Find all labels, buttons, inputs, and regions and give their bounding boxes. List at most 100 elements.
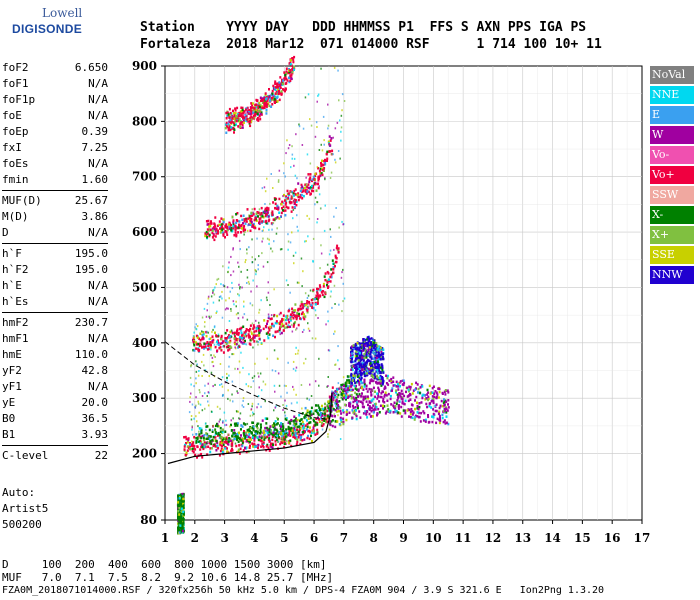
echo-point [314,172,317,176]
echo-point [363,363,366,367]
echo-point [262,237,264,240]
echo-point [351,355,354,359]
echo-point [216,441,219,445]
param-value: N/A [88,226,108,239]
echo-point [319,207,322,210]
echo-point [274,80,277,83]
echo-point [292,58,295,62]
echo-point [210,222,213,225]
echo-point [334,402,337,405]
echo-point [248,440,251,444]
echo-point [251,421,254,424]
echo-point [228,374,230,377]
echo-point [372,408,375,412]
echo-point [248,246,250,249]
echo-point [204,445,207,449]
echo-point [355,370,358,373]
x-tick-label: 15 [574,531,591,545]
echo-point [360,379,362,383]
echo-point [373,372,376,375]
echo-point [266,97,269,101]
echo-point [208,343,210,345]
echo-point [350,388,353,391]
echo-point [340,418,343,422]
echo-point [255,445,258,448]
echo-point [243,313,246,316]
echo-point [360,381,363,385]
echo-point [180,510,183,513]
echo-point [425,402,428,406]
echo-point [294,193,297,196]
echo-point [237,231,240,234]
echo-point [293,419,296,422]
echo-point [246,248,248,251]
echo-point [277,88,280,92]
echo-point [244,435,247,438]
echo-point [284,87,287,90]
echo-point [358,356,361,359]
param-value: 36.5 [81,412,109,425]
echo-point [330,235,332,238]
echo-point [234,337,237,340]
echo-point [284,203,287,206]
echo-point [191,447,194,450]
echo-point [349,389,352,392]
echo-point [281,441,284,445]
echo-point [251,106,254,109]
echo-point [420,411,423,415]
x-tick-label: 17 [634,531,651,545]
echo-point [308,398,311,401]
echo-point [336,420,339,423]
echo-point [209,450,212,454]
echo-point [289,75,292,78]
echo-point [351,379,354,382]
echo-point [332,266,334,268]
echo-point [309,421,312,424]
echo-point [306,397,308,400]
echo-point [308,186,310,190]
echo-point [256,430,259,433]
echo-point [317,317,319,319]
echo-point [206,341,209,344]
echo-point [362,412,365,415]
echo-point [240,331,243,335]
echo-point [236,410,238,413]
echo-point [240,214,243,218]
echo-point [434,390,437,393]
echo-point [345,395,348,398]
echo-point [380,392,383,395]
echo-point [356,395,359,398]
echo-point [295,203,298,207]
echo-point [302,305,305,308]
echo-point [228,365,230,368]
echo-point [294,251,297,254]
echo-point [202,436,205,440]
echo-point [230,449,233,452]
echo-point [431,399,434,402]
echo-point [269,202,271,205]
echo-point [414,414,417,418]
echo-point [311,179,313,183]
echo-point [206,232,209,235]
logo-digisonde-text: DIGISONDE [12,22,83,36]
echo-point [230,419,232,422]
echo-point [364,349,367,352]
echo-point [354,374,356,378]
echo-point [192,433,194,436]
echo-point [256,423,258,427]
echo-point [252,346,254,349]
echo-point [247,118,250,121]
echo-point [242,342,244,345]
echo-point [351,357,353,360]
echo-point [262,444,264,447]
echo-point [324,178,326,181]
echo-point [293,433,296,437]
echo-point [377,352,380,355]
echo-point [326,420,329,423]
echo-point [308,411,311,414]
echo-point [241,337,244,340]
echo-point [334,394,337,397]
echo-point [182,504,185,507]
echo-point [207,445,210,448]
echo-point [271,446,274,449]
